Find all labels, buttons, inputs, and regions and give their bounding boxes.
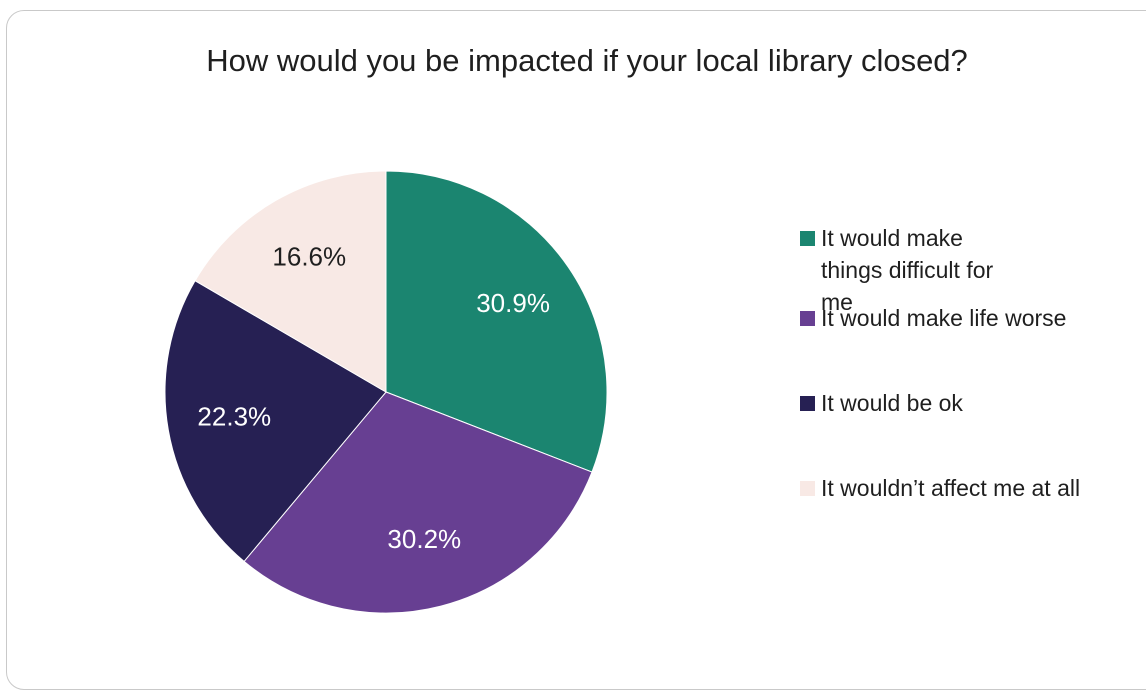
slice-label-2: 22.3% (197, 401, 271, 431)
legend-label-0: It would make things difficult for me (821, 225, 994, 315)
slice-label-0: 30.9% (476, 288, 550, 318)
legend-label-1: It would make life worse (821, 305, 1067, 331)
pie-slice-2 (164, 280, 387, 563)
legend-item-2: It would be ok (800, 387, 1146, 419)
legend-swatch-0 (800, 231, 815, 246)
legend-swatch-1 (800, 311, 815, 326)
legend-label-3: It wouldn’t affect me at all (821, 475, 1081, 501)
pie-slice-1 (243, 391, 593, 614)
legend-item-3: It wouldn’t affect me at all (800, 472, 1146, 504)
pie-chart: 30.9% 30.2% 22.3% 16.6% (164, 170, 608, 614)
legend-item-1: It would make life worse (800, 302, 1146, 334)
legend-swatch-3 (800, 481, 815, 496)
chart-title: How would you be impacted if your local … (206, 43, 968, 78)
pie-slice-0 (385, 170, 608, 473)
legend-label-2: It would be ok (821, 390, 963, 416)
slice-label-3: 16.6% (272, 241, 346, 271)
legend-swatch-2 (800, 396, 815, 411)
legend-item-0: It would make things difficult for me (800, 222, 1021, 318)
slice-label-1: 30.2% (387, 524, 461, 554)
pie-slice-3 (194, 170, 387, 393)
